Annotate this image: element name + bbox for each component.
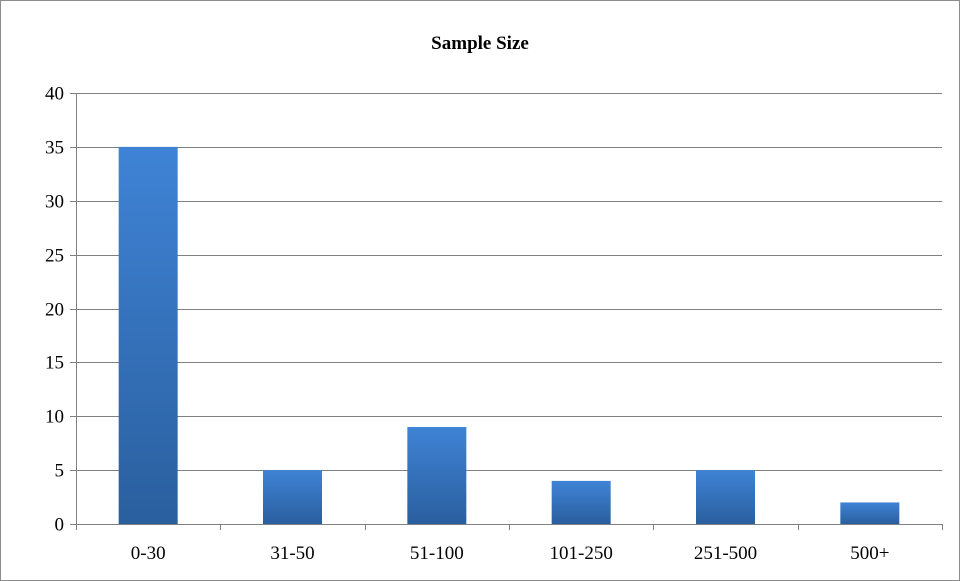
y-tick-label: 35 [45,138,64,159]
chart-title: Sample Size [431,33,529,54]
y-tick-labels: 0 5 10 15 20 25 30 35 40 [45,84,64,536]
y-tick-label: 25 [45,246,64,267]
x-tick-label: 101-250 [550,543,613,564]
x-tick-labels: 0-30 31-50 51-100 101-250 251-500 500+ [131,543,890,564]
axes [76,93,943,530]
bar-0-30 [118,146,178,524]
y-tick-label: 10 [45,407,64,428]
gridlines [70,93,942,525]
bar-101-250 [551,480,611,524]
x-tick-label: 0-30 [131,543,166,564]
y-tick-label: 5 [55,461,65,482]
x-tick-label: 31-50 [270,543,314,564]
bars [118,146,900,524]
y-tick-label: 30 [45,192,64,213]
y-tick-label: 20 [45,300,64,321]
x-tick-label: 500+ [850,543,889,564]
y-tick-label: 40 [45,84,64,105]
x-tick-label: 51-100 [410,543,464,564]
y-tick-label: 0 [55,515,65,536]
bar-31-50 [263,470,322,524]
x-tick-label: 251-500 [694,543,757,564]
bar-500+ [840,502,900,524]
bar-251-500 [696,470,755,524]
bar-51-100 [407,427,467,524]
y-tick-label: 15 [45,353,64,374]
